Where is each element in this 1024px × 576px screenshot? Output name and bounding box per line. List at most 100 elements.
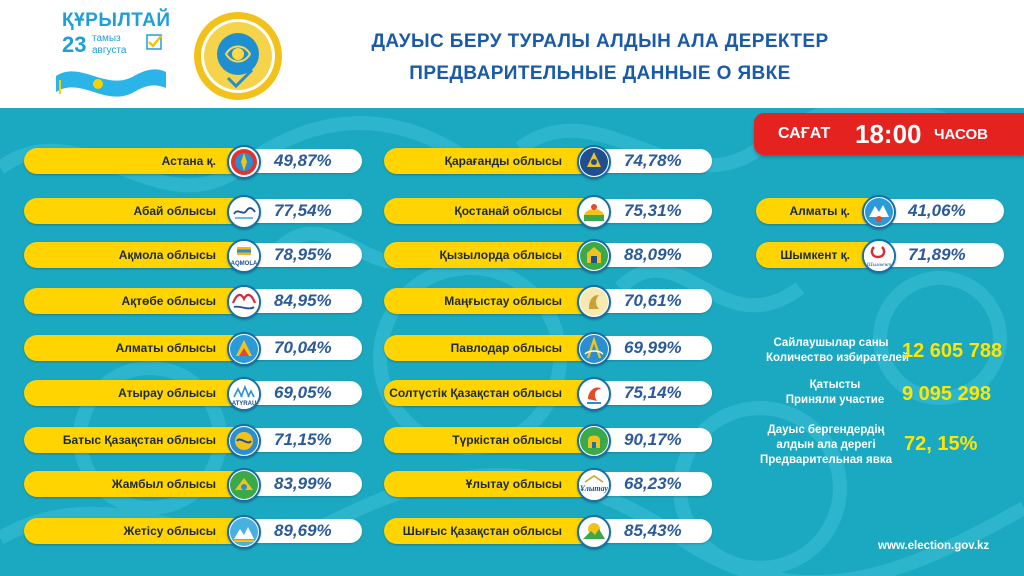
region-pill [24,242,254,268]
prelim-label-line2: алдын ала дерегі [776,439,876,451]
region-pill [384,427,600,453]
value-pill [254,381,362,405]
region-pct: 70,61% [624,291,682,310]
region-name: Шымкент қ. [780,248,850,262]
turnout-label-kk: Қатысты [809,379,861,391]
region-pill [384,471,600,497]
region-pct: 75,31% [624,201,682,220]
header: ҚҰРЫЛТАЙ 23 тамыз августа ДАУЫС БЕРУ ТУР… [0,0,1024,108]
kyzylorda-emblem-icon [577,239,611,273]
region-pill [384,198,600,224]
region-pct: 70,04% [274,338,332,357]
region-name: Ұлытау облысы [465,477,562,491]
time-label-ru: ЧАСОВ [934,126,988,143]
region-row: Маңғыстау облысы 70,61% [384,285,714,319]
value-pill [254,472,362,496]
cec-seal-icon [194,12,282,100]
shymkent-emblem-text: Шымкент [866,262,892,268]
region-name: Қызылорда облысы [439,248,562,262]
value-pill [600,428,712,452]
value-pill [254,243,362,267]
akmola-emblem-text: AQMOLA [231,261,258,267]
region-pill [384,518,600,544]
region-pill [24,427,254,453]
region-pill [384,335,600,361]
region-pct: 77,54% [274,201,332,220]
value-pill [600,199,712,223]
region-pct: 78,95% [274,245,332,264]
region-row: Солтүстік Қазақстан облысы 75,14% [384,377,714,411]
aktobe-emblem-icon [227,285,261,319]
region-pill [24,518,254,544]
value-pill [600,336,712,360]
east-kazakhstan-emblem-icon [577,515,611,549]
north-kazakhstan-emblem-icon [577,377,611,411]
page-title-kk: ДАУЫС БЕРУ ТУРАЛЫ АЛДЫН АЛА ДЕРЕКТЕР [371,31,829,52]
turkistan-emblem-icon [577,424,611,458]
value-pill [600,381,712,405]
region-pct: 74,78% [624,151,682,170]
region-pct: 75,14% [624,383,682,402]
region-row: Шымкент қ. 71,89% Шымкент [756,239,1006,273]
region-row: Атырау облысы 69,05% ATYRAU [24,377,364,411]
value-pill [600,519,712,543]
region-pct: 49,87% [274,151,332,170]
region-pill [24,471,254,497]
value-pill [254,428,362,452]
mangystau-emblem-icon [577,285,611,319]
value-pill [600,289,712,313]
region-pill [384,148,600,174]
region-pill [384,242,600,268]
region-name: Павлодар облысы [450,341,562,355]
region-name: Қарағанды облысы [444,154,562,168]
region-row: Ақтөбе облысы 84,95% [24,285,364,319]
region-name: Алматы облысы [115,341,216,355]
prelim-label-line3: Предварительная явка [760,454,892,466]
region-name: Солтүстік Қазақстан облысы [389,386,562,400]
page-title-ru: ПРЕДВАРИТЕЛЬНЫЕ ДАННЫЕ О ЯВКЕ [409,63,791,84]
abai-emblem-icon [227,195,261,229]
website-link[interactable]: www.election.gov.kz [878,540,990,552]
region-row: Шығыс Қазақстан облысы 85,43% [384,515,714,549]
region-pill [24,148,254,174]
flag-ribbon-icon [56,69,166,97]
region-pill [384,380,600,406]
time-badge: САҒАТ 18:00 ЧАСОВ [754,113,1024,155]
value-pill [884,243,1004,267]
region-pct: 69,99% [624,338,682,357]
region-name: Алматы қ. [789,204,850,218]
shymkent-emblem-icon: Шымкент [862,239,896,273]
region-pct: 68,23% [624,474,682,493]
zhetisu-emblem-icon [227,515,261,549]
turnout-value: 9 095 298 [902,383,991,405]
region-pill [24,380,254,406]
region-row: Алматы қ. 41,06% [756,195,1006,229]
region-name: Жетісу облысы [123,524,217,538]
prelim-value: 72, 15% [904,433,978,455]
region-row: Ұлытау облысы 68,23% Ұлытау [384,468,714,502]
region-pct: 88,09% [624,245,682,264]
atyrau-emblem-icon: ATYRAU [227,377,261,411]
region-row: Жетісу облысы 89,69% [24,515,364,549]
region-pct: 41,06% [908,201,966,220]
value-pill [600,472,712,496]
voters-label-kk: Сайлаушылар саны [773,337,889,349]
region-row: Павлодар облысы 69,99% [384,332,714,366]
brand-day: 23 [62,32,87,57]
checkbox-icon [146,34,162,50]
region-row: Жамбыл облысы 83,99% [24,468,364,502]
value-pill [254,519,362,543]
region-pill [384,288,600,314]
kurultai-logo: ҚҰРЫЛТАЙ 23 тамыз августа [56,8,170,98]
almaty-city-emblem-icon [862,195,896,229]
west-kazakhstan-emblem-icon [227,424,261,458]
region-pill [24,198,254,224]
value-pill [600,149,712,173]
astana-emblem-icon [227,145,261,179]
region-row: Астана қ. 49,87% [24,145,364,179]
region-name: Қостанай облысы [454,204,562,218]
region-name: Маңғыстау облысы [444,294,562,308]
region-name: Атырау облысы [118,386,216,400]
region-row: Түркістан облысы 90,17% [384,424,714,458]
